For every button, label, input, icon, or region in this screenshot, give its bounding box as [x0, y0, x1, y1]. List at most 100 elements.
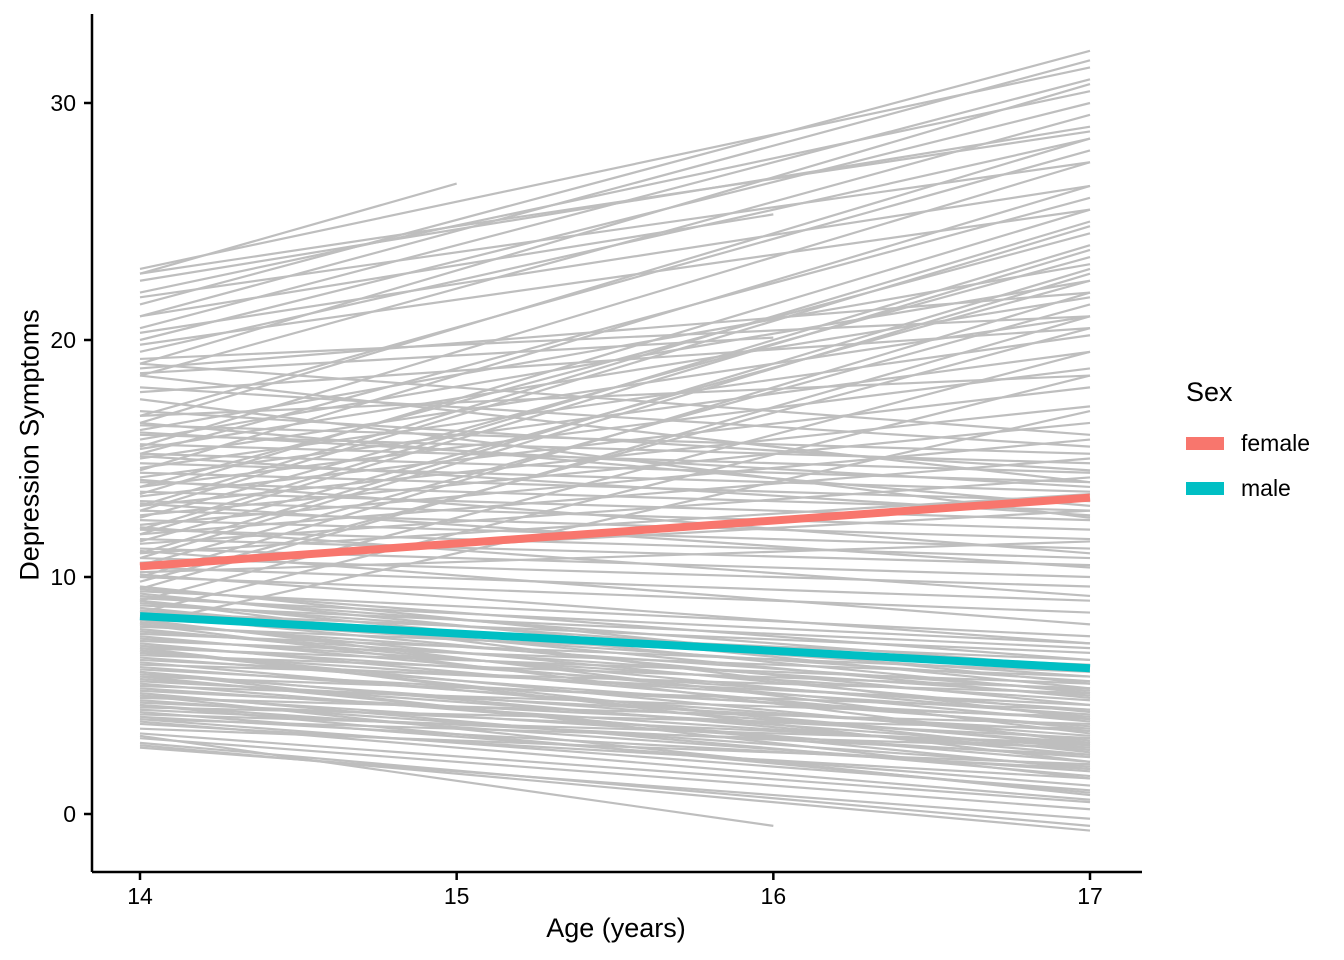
x-tick-label: 16	[761, 883, 787, 909]
individual-trajectory-line	[139, 130, 1091, 275]
individual-trajectory-line	[139, 587, 1091, 662]
individual-trajectory-line	[139, 734, 774, 827]
individual-trajectory-line	[139, 421, 1091, 507]
individual-trajectory-line	[139, 573, 1091, 645]
male-color-swatch	[1186, 481, 1224, 495]
individual-trajectory-line	[139, 410, 1091, 472]
individual-trajectory-line	[139, 670, 1091, 780]
individual-trajectory-line	[139, 220, 1091, 507]
trend-line-female	[139, 493, 1091, 571]
individual-trajectory-line	[139, 431, 1091, 489]
individual-trajectory-line	[139, 101, 1091, 342]
individual-trajectory-line	[139, 424, 1091, 455]
individual-trajectory-line	[139, 182, 457, 275]
individual-trajectory-line	[139, 701, 1091, 747]
x-tick-label: 15	[444, 883, 470, 909]
individual-trajectory-line	[139, 590, 1091, 638]
individual-trajectory-line	[139, 618, 1091, 735]
individual-trajectory-line	[139, 620, 1091, 714]
individual-trajectory-line	[139, 125, 1091, 282]
individual-trajectory-line	[139, 82, 1091, 365]
x-axis-title: Age (years)	[546, 913, 686, 943]
legend-label-female: female	[1241, 429, 1311, 456]
individual-trajectory-line	[139, 623, 1091, 692]
individual-trajectory-line	[139, 421, 1091, 517]
individual-trajectory-line	[139, 597, 1091, 645]
individual-trajectory-line	[139, 471, 1091, 503]
individual-trajectory-line	[139, 248, 1091, 536]
x-tick-label: 14	[127, 883, 153, 909]
individual-trajectory-line	[139, 279, 1091, 543]
individual-trajectory-line	[139, 362, 1091, 436]
individual-trajectory-line	[139, 66, 1091, 270]
individual-trajectory-line	[139, 59, 1091, 318]
individual-trajectory-line	[139, 291, 1091, 370]
individual-trajectory-line	[139, 327, 1091, 583]
y-tick-label: 10	[50, 564, 76, 590]
individual-trajectory-line	[139, 630, 1091, 697]
individual-trajectory-line	[139, 687, 1091, 752]
legend-label-male: male	[1241, 474, 1291, 501]
individual-trajectory-line	[139, 213, 774, 318]
individual-trajectory-line	[139, 549, 1091, 626]
individual-trajectory-line	[139, 490, 1091, 522]
individual-trajectory-line	[139, 462, 1091, 493]
individual-trajectory-line	[139, 623, 1091, 744]
individual-trajectory-line	[139, 478, 1091, 555]
individual-trajectory-line	[139, 208, 1091, 346]
individual-trajectory-line	[139, 694, 1091, 759]
individual-trajectory-line	[139, 509, 1091, 541]
individual-trajectory-line	[139, 540, 1091, 574]
individual-trajectory-line	[139, 410, 1091, 626]
individual-trajectory-line	[139, 599, 1091, 721]
individual-trajectory-line	[139, 692, 1091, 778]
individual-trajectory-line	[139, 225, 1091, 512]
individual-trajectory-line	[139, 137, 1091, 425]
individual-trajectory-line	[139, 303, 1091, 567]
individual-trajectory-line	[139, 741, 1091, 827]
individual-trajectory-line	[139, 649, 1091, 742]
individual-trajectory-line	[139, 670, 1091, 756]
individual-trajectory-line	[139, 49, 1091, 306]
individual-trajectory-line	[139, 398, 1091, 519]
individual-trajectory-line	[139, 350, 1091, 602]
individual-trajectory-line	[139, 720, 1091, 801]
legend: Sex female male	[1186, 377, 1310, 520]
individual-trajectory-line	[139, 208, 1091, 496]
legend-title: Sex	[1186, 377, 1233, 407]
individual-trajectory-line	[139, 635, 1091, 723]
individual-trajectory-line	[139, 184, 1091, 472]
individual-trajectory-line	[139, 722, 1091, 780]
x-tick-label: 17	[1077, 883, 1103, 909]
individual-trajectory-line	[139, 732, 1091, 804]
individual-trajectory-line	[139, 737, 1091, 811]
y-tick-label: 20	[50, 327, 76, 353]
individual-trajectory-line	[139, 703, 1091, 794]
individual-trajectory-line	[139, 113, 1091, 377]
individual-trajectory-line	[139, 374, 1091, 417]
individual-trajectory-line	[139, 696, 1091, 726]
legend-item-male: male	[1186, 475, 1310, 501]
individual-trajectory-line	[139, 661, 1091, 747]
individual-trajectory-line	[139, 575, 1091, 614]
individual-trajectory-line	[139, 433, 1091, 465]
female-color-swatch	[1186, 436, 1224, 450]
individual-trajectory-line	[139, 350, 1091, 479]
individual-trajectory-line	[139, 336, 774, 375]
individual-trajectory-line	[139, 149, 1091, 417]
individual-trajectory-line	[139, 255, 1091, 519]
individual-trajectory-line	[139, 272, 1091, 560]
individual-trajectory-line	[139, 90, 1091, 294]
y-axis-title: Depression Symptoms	[14, 309, 45, 581]
individual-trajectory-line	[139, 599, 1091, 695]
individual-trajectory-line	[139, 528, 1091, 560]
individual-trajectory-line	[139, 611, 1091, 654]
y-tick-label: 30	[50, 90, 76, 116]
individual-trajectory-line	[139, 232, 1091, 489]
legend-item-female: female	[1186, 430, 1310, 456]
individual-trajectory-line	[139, 594, 1091, 669]
individual-trajectory-line	[139, 161, 1091, 299]
individual-trajectory-line	[139, 585, 1091, 685]
individual-trajectory-line	[139, 386, 1091, 448]
